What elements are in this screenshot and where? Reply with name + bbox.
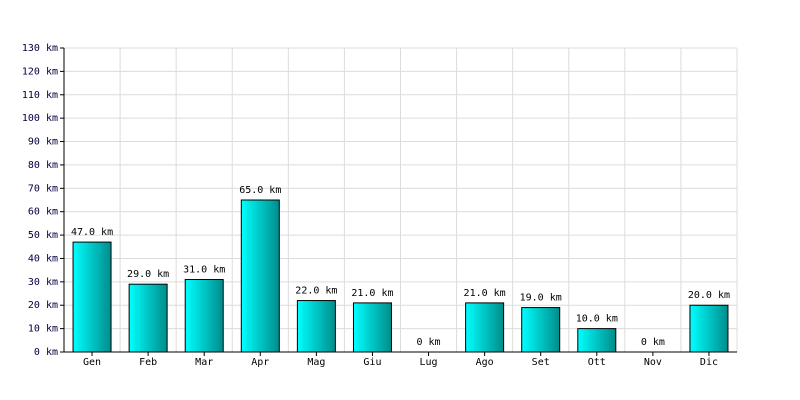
value-label: 22.0 km (295, 286, 337, 297)
x-tick-label: Apr (251, 357, 269, 368)
x-tick-label: Feb (139, 357, 157, 368)
y-tick-label: 120 km (22, 66, 58, 77)
y-tick-label: 40 km (28, 253, 58, 264)
y-tick-label: 70 km (28, 183, 58, 194)
value-label: 19.0 km (520, 293, 562, 304)
y-tick-label: 80 km (28, 160, 58, 171)
y-tick-label: 0 km (34, 347, 58, 358)
value-label: 20.0 km (688, 290, 730, 301)
y-tick-label: 90 km (28, 137, 58, 148)
value-label: 0 km (416, 337, 440, 348)
x-tick-label: Gen (83, 357, 101, 368)
y-tick-label: 10 km (28, 324, 58, 335)
y-tick-label: 50 km (28, 230, 58, 241)
x-tick-label: Set (532, 357, 550, 368)
bar (689, 304, 729, 353)
bar (352, 302, 392, 353)
value-label: 29.0 km (127, 269, 169, 280)
bar (296, 300, 336, 353)
y-tick-label: 60 km (28, 207, 58, 218)
bar (72, 241, 112, 353)
bar (128, 283, 168, 353)
x-tick-label: Giu (363, 357, 381, 368)
x-tick-label: Nov (644, 357, 662, 368)
x-tick-label: Dic (700, 357, 718, 368)
bar (465, 302, 505, 353)
x-tick-label: Ott (588, 357, 606, 368)
value-label: 10.0 km (576, 314, 618, 325)
x-tick-label: Mar (195, 357, 213, 368)
value-label: 65.0 km (239, 185, 281, 196)
x-tick-label: Ago (476, 357, 494, 368)
bar (240, 199, 280, 353)
y-tick-label: 110 km (22, 90, 58, 101)
y-tick-label: 20 km (28, 300, 58, 311)
bar (577, 328, 617, 353)
y-tick-label: 30 km (28, 277, 58, 288)
bar (184, 279, 224, 353)
value-label: 0 km (641, 337, 665, 348)
value-label: 21.0 km (464, 288, 506, 299)
x-tick-label: Mag (307, 357, 325, 368)
bar (521, 307, 561, 353)
value-label: 31.0 km (183, 265, 225, 276)
grid (60, 47, 738, 356)
value-label: 47.0 km (71, 227, 113, 238)
value-label: 21.0 km (351, 288, 393, 299)
x-tick-label: Lug (420, 357, 438, 368)
marks: 0 km 10 km 20 km 30 km 40 km 50 km 60 km 70 km 8… (22, 43, 730, 368)
y-tick-label: 130 km (22, 43, 58, 54)
y-tick-label: 100 km (22, 113, 58, 124)
